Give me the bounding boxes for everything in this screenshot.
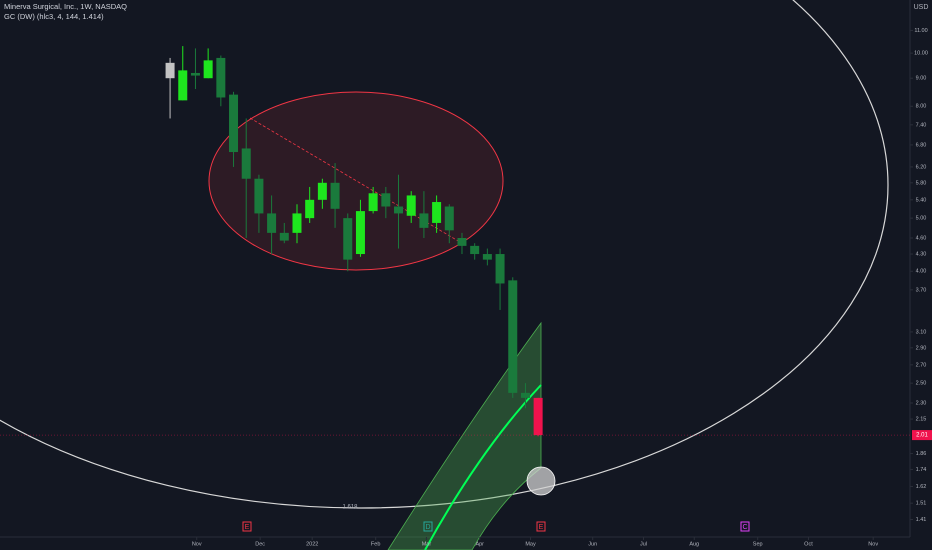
x-tick-label: Feb — [371, 541, 380, 547]
event-box — [423, 521, 433, 532]
event-box — [536, 521, 546, 532]
event-label: E — [245, 524, 250, 531]
y-tick-label: 5.00 — [916, 216, 927, 222]
candle-body — [520, 392, 530, 398]
event-box — [242, 521, 252, 532]
candle-body — [495, 254, 505, 284]
event-box — [740, 521, 750, 532]
x-tick-label: Jun — [588, 541, 597, 547]
y-tick-label: 2.70 — [916, 362, 927, 368]
y-tick-label: 2.90 — [916, 345, 927, 351]
candle-body — [254, 178, 264, 214]
candle-body — [508, 280, 518, 393]
candle-body — [330, 182, 340, 209]
candle-body — [203, 60, 213, 79]
event-label: E — [539, 524, 544, 531]
candle-body — [165, 62, 175, 79]
chart-title: Minerva Surgical, Inc., 1W, NASDAQ — [4, 2, 127, 11]
x-tick-label: Dec — [255, 541, 265, 547]
y-tick-label: 1.62 — [916, 484, 927, 490]
fib-annotation: 1.618 — [342, 505, 358, 511]
x-tick-label: May — [525, 541, 536, 547]
x-tick-label: Aug — [689, 541, 699, 547]
candle-body — [267, 213, 277, 233]
event-label: C — [742, 524, 747, 531]
y-tick-label: 4.30 — [916, 251, 927, 257]
fan-center — [424, 384, 542, 550]
x-tick-label: Sep — [753, 541, 763, 547]
y-tick-label: 2.15 — [916, 417, 927, 423]
candle-body — [381, 193, 391, 207]
candle-body — [317, 182, 327, 200]
y-tick-label: 7.40 — [916, 122, 927, 128]
y-tick-label: 6.20 — [916, 164, 927, 170]
y-tick-label: 2.30 — [916, 400, 927, 406]
fan-band — [387, 321, 542, 550]
candle-body — [432, 202, 442, 223]
trend-line — [249, 117, 466, 246]
y-tick-label: 11.00 — [914, 28, 927, 34]
candle-body — [355, 211, 365, 255]
candle-body — [394, 206, 404, 214]
y-tick-label: 5.80 — [916, 180, 927, 186]
indicator-label: GC (DW) (hlc3, 4, 144, 1.414) — [4, 12, 104, 21]
y-tick-label: 4.00 — [916, 269, 927, 275]
x-tick-label: 2022 — [306, 541, 318, 547]
candle-body — [292, 213, 302, 233]
y-tick-label: 2.50 — [916, 381, 927, 387]
y-tick-label: 8.00 — [916, 104, 927, 110]
candle-body — [457, 237, 467, 246]
y-tick-label: 1.86 — [916, 451, 927, 457]
candle-body — [305, 199, 315, 219]
x-tick-label: Oct — [804, 541, 813, 547]
x-tick-label: Mar — [422, 541, 432, 547]
big-ellipse — [0, 0, 889, 509]
candle-body — [178, 70, 188, 101]
candle-body — [470, 245, 480, 255]
candle-body — [419, 213, 429, 228]
x-tick-label: Jul — [640, 541, 647, 547]
last-price-label: 2.01 — [916, 433, 928, 439]
y-tick-label: 1.41 — [916, 517, 927, 523]
x-tick-label: Nov — [192, 541, 202, 547]
y-tick-label: 3.70 — [916, 287, 927, 293]
candle-body — [444, 206, 454, 231]
x-tick-label: Nov — [868, 541, 878, 547]
y-tick-label: 1.74 — [916, 467, 927, 473]
candle-body — [533, 397, 543, 436]
candle-body — [241, 148, 251, 179]
y-tick-label: 4.60 — [916, 235, 927, 241]
red-ellipse — [208, 91, 504, 271]
candle-body — [190, 72, 200, 76]
candle-body — [482, 254, 492, 260]
candle-body — [343, 218, 353, 260]
y-tick-label: 5.40 — [916, 197, 927, 203]
currency-label: USD — [914, 4, 929, 11]
y-tick-label: 3.10 — [916, 329, 927, 335]
candle-body — [279, 232, 289, 241]
last-price-box — [912, 430, 932, 441]
drawings — [0, 0, 889, 550]
y-tick-label: 9.00 — [916, 76, 927, 82]
candle-body — [368, 193, 378, 212]
event-markers: E D E C — [242, 521, 750, 532]
y-tick-label: 1.51 — [916, 501, 927, 507]
y-tick-label: 6.80 — [916, 142, 927, 148]
candle-body — [406, 195, 416, 216]
x-tick-label: Apr — [475, 541, 484, 547]
event-label: D — [425, 524, 430, 531]
candle-body — [229, 94, 239, 153]
target-circle — [526, 466, 556, 496]
y-tick-label: 10.00 — [914, 51, 928, 57]
candle-body — [216, 57, 226, 98]
